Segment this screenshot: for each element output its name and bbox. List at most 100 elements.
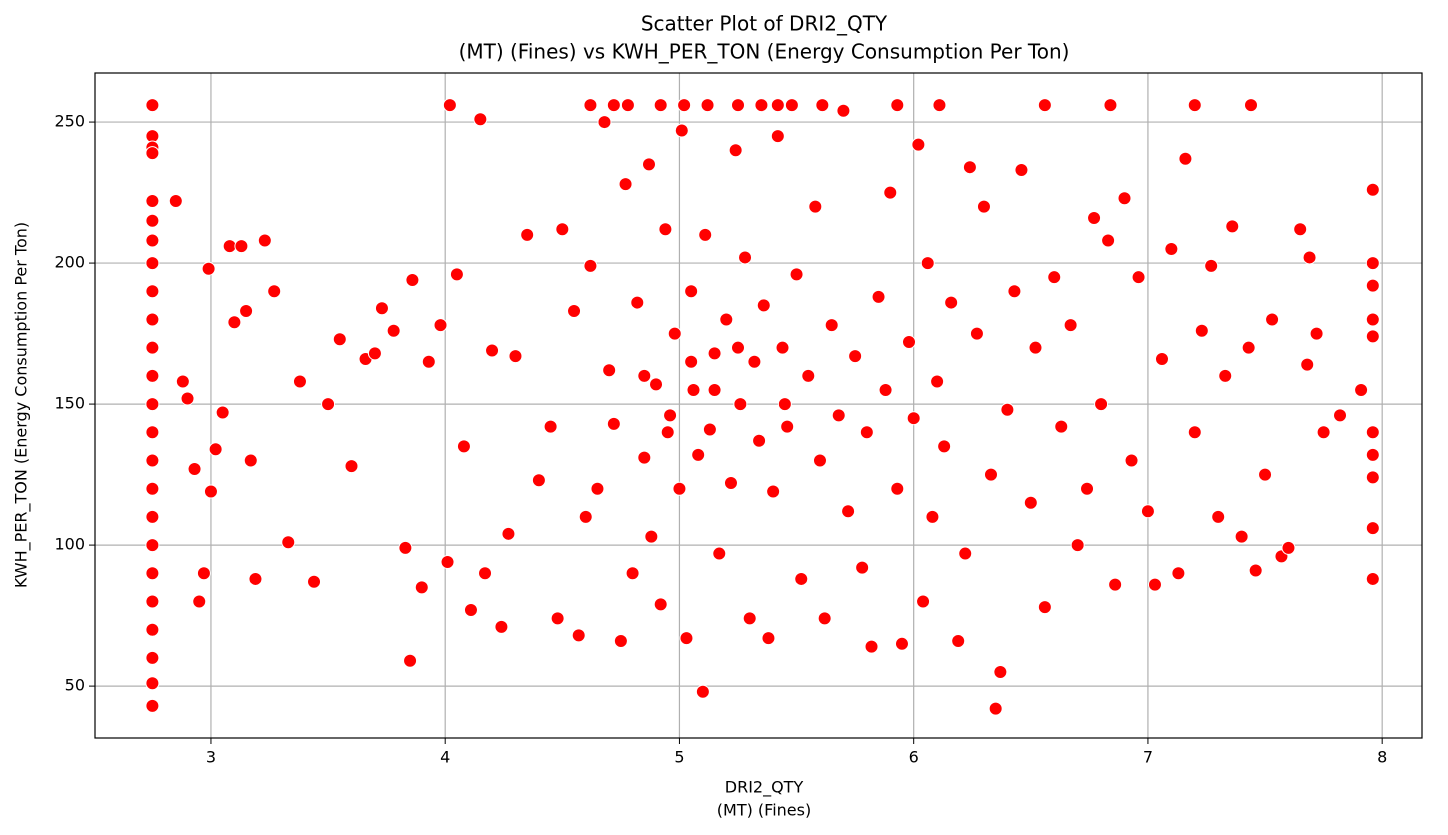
point (620, 98, 635, 113)
point (637, 450, 652, 465)
point (841, 504, 856, 519)
point (1037, 98, 1052, 113)
point (421, 354, 436, 369)
point (723, 476, 738, 491)
x-tick-label: 7 (1143, 748, 1153, 767)
point (1023, 495, 1038, 510)
y-axis-label: KWH_PER_TON (Energy Consumption Per Ton) (12, 222, 32, 588)
point (239, 304, 254, 319)
point (864, 639, 879, 654)
point (1365, 312, 1380, 327)
point (695, 684, 710, 699)
point (145, 698, 160, 713)
point (145, 397, 160, 412)
point (1007, 284, 1022, 299)
point (145, 594, 160, 609)
point (583, 258, 598, 273)
point (644, 529, 659, 544)
point (442, 98, 457, 113)
point (663, 408, 678, 423)
point (440, 555, 455, 570)
point (1365, 470, 1380, 485)
point (1194, 323, 1209, 338)
point (613, 633, 628, 648)
point (1365, 182, 1380, 197)
x-tick-label: 6 (909, 748, 919, 767)
x-tick-label: 3 (206, 748, 216, 767)
point (196, 566, 211, 581)
point (398, 540, 413, 555)
point (473, 112, 488, 127)
point (890, 481, 905, 496)
x-axis-label: (MT) (Fines) (717, 801, 811, 820)
point (1365, 425, 1380, 440)
point (243, 453, 258, 468)
point (145, 256, 160, 271)
point (1108, 577, 1123, 592)
point (543, 419, 558, 434)
point (906, 411, 921, 426)
point (1164, 241, 1179, 256)
point (145, 650, 160, 665)
point (208, 442, 223, 457)
chart-title: (MT) (Fines) vs KWH_PER_TON (Energy Cons… (459, 40, 1070, 64)
point (653, 597, 668, 612)
point (700, 98, 715, 113)
point (1028, 340, 1043, 355)
point (1101, 233, 1116, 248)
point (707, 346, 722, 361)
point (925, 509, 940, 524)
point (890, 98, 905, 113)
point (281, 535, 296, 550)
point (201, 261, 216, 276)
point (812, 453, 827, 468)
point (1234, 529, 1249, 544)
point (801, 368, 816, 383)
point (578, 509, 593, 524)
point (698, 227, 713, 242)
point (883, 185, 898, 200)
point (911, 137, 926, 152)
point (145, 481, 160, 496)
y-tick-label: 50 (65, 676, 85, 695)
point (1365, 278, 1380, 293)
point (630, 295, 645, 310)
point (920, 256, 935, 271)
point (641, 157, 656, 172)
point (145, 98, 160, 113)
point (1070, 538, 1085, 553)
point (686, 382, 701, 397)
point (649, 377, 664, 392)
point (1204, 258, 1219, 273)
point (606, 98, 621, 113)
point (1218, 368, 1233, 383)
point (702, 422, 717, 437)
point (1094, 397, 1109, 412)
point (1147, 577, 1162, 592)
point (780, 419, 795, 434)
point (494, 619, 509, 634)
point (463, 602, 478, 617)
point (733, 397, 748, 412)
point (871, 289, 886, 304)
point (215, 405, 230, 420)
point (894, 636, 909, 651)
point (602, 363, 617, 378)
point (1316, 425, 1331, 440)
point (187, 461, 202, 476)
point (367, 346, 382, 361)
point (145, 368, 160, 383)
point (234, 239, 249, 254)
point (145, 676, 160, 691)
point (508, 349, 523, 364)
point (403, 653, 418, 668)
point (145, 425, 160, 440)
point (1300, 357, 1315, 372)
point (192, 594, 207, 609)
point (1063, 318, 1078, 333)
point (1037, 600, 1052, 615)
point (555, 222, 570, 237)
point (478, 566, 493, 581)
plot-frame (94, 72, 1423, 739)
point (794, 571, 809, 586)
